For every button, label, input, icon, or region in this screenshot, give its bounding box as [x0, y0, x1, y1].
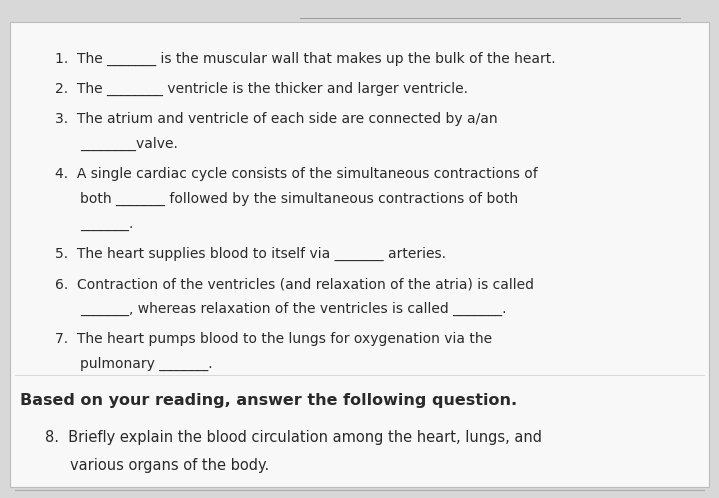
Text: pulmonary _______.: pulmonary _______.: [80, 357, 213, 371]
Text: various organs of the body.: various organs of the body.: [70, 458, 269, 473]
Text: 7.  The heart pumps blood to the lungs for oxygenation via the: 7. The heart pumps blood to the lungs fo…: [55, 332, 492, 346]
Text: 2.  The ________ ventricle is the thicker and larger ventricle.: 2. The ________ ventricle is the thicker…: [55, 82, 468, 96]
Text: 4.  A single cardiac cycle consists of the simultaneous contractions of: 4. A single cardiac cycle consists of th…: [55, 167, 538, 181]
Text: _______.: _______.: [80, 217, 134, 231]
Text: both _______ followed by the simultaneous contractions of both: both _______ followed by the simultaneou…: [80, 192, 518, 206]
Text: 8.  Briefly explain the blood circulation among the heart, lungs, and: 8. Briefly explain the blood circulation…: [45, 430, 542, 445]
Text: 1.  The _______ is the muscular wall that makes up the bulk of the heart.: 1. The _______ is the muscular wall that…: [55, 52, 556, 66]
Text: 5.  The heart supplies blood to itself via _______ arteries.: 5. The heart supplies blood to itself vi…: [55, 247, 446, 261]
Text: _______, whereas relaxation of the ventricles is called _______.: _______, whereas relaxation of the ventr…: [80, 302, 506, 316]
Text: Based on your reading, answer the following question.: Based on your reading, answer the follow…: [20, 393, 517, 408]
Text: ________valve.: ________valve.: [80, 137, 178, 151]
Text: 6.  Contraction of the ventricles (and relaxation of the atria) is called: 6. Contraction of the ventricles (and re…: [55, 277, 534, 291]
Text: 3.  The atrium and ventricle of each side are connected by a/an: 3. The atrium and ventricle of each side…: [55, 112, 498, 126]
